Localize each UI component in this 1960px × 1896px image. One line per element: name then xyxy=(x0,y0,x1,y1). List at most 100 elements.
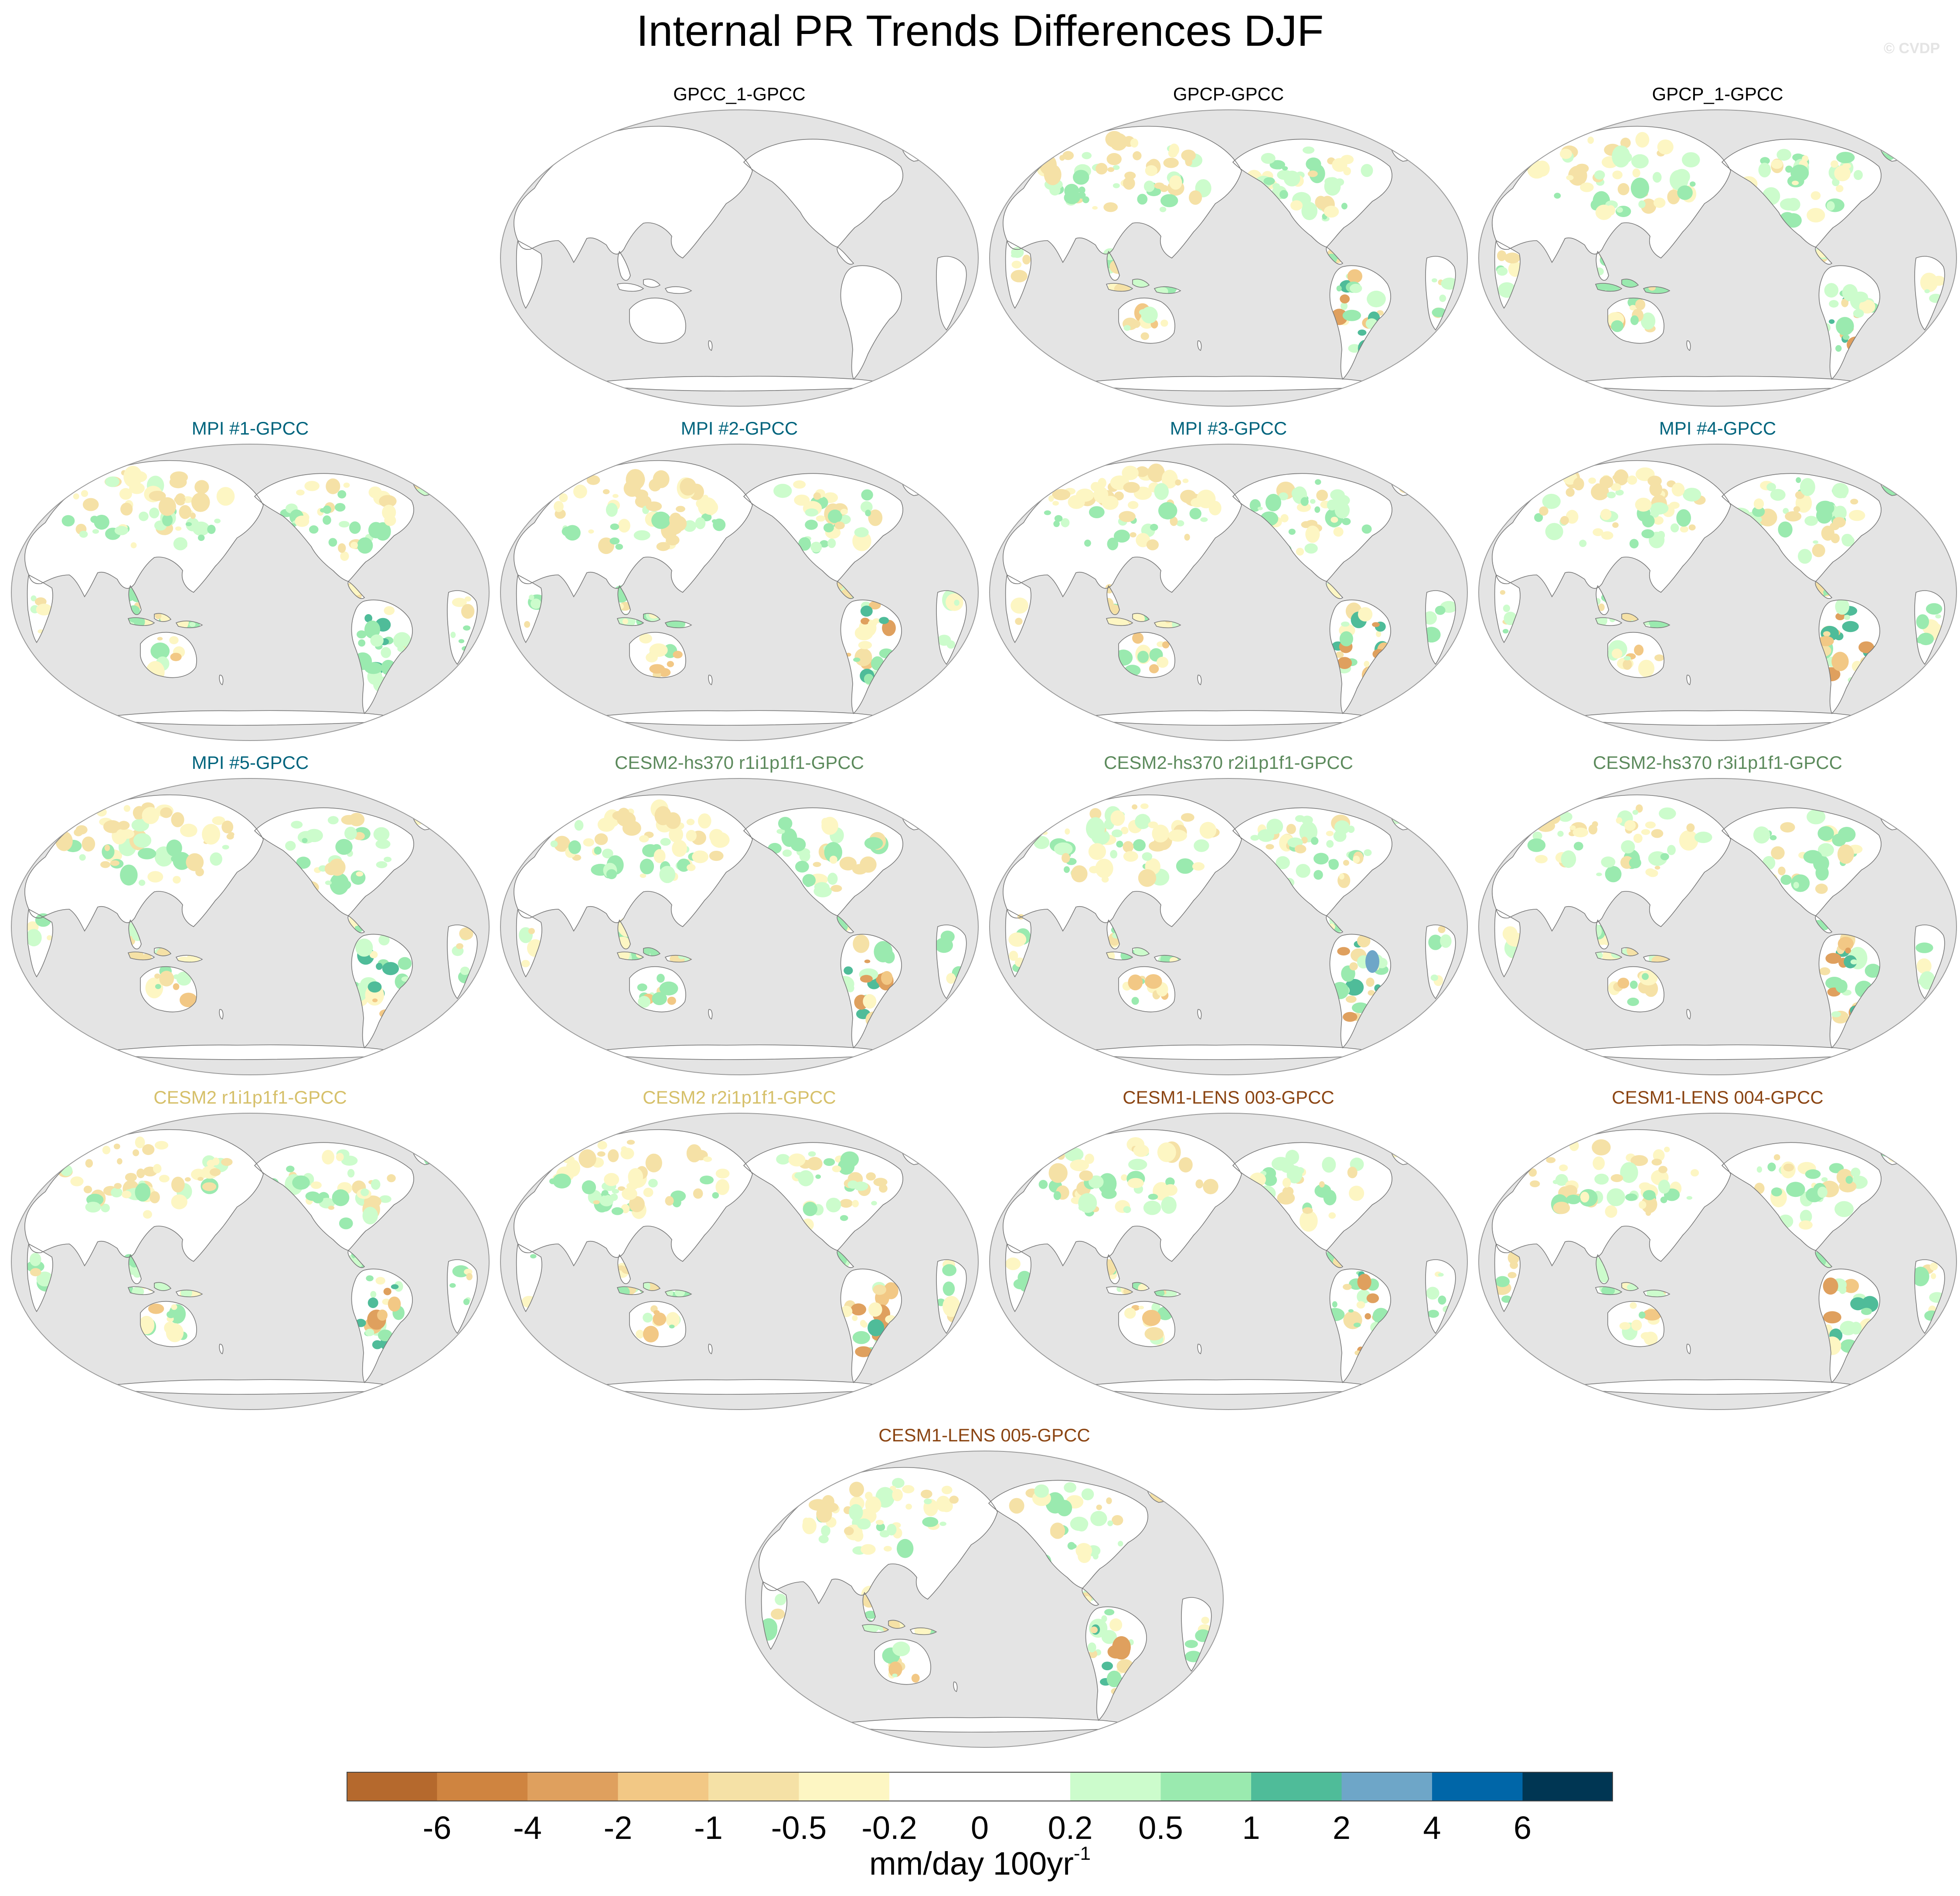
trend-cell xyxy=(566,1159,580,1177)
coastline xyxy=(909,1627,937,1635)
world-map xyxy=(989,778,1468,1075)
trend-cell xyxy=(1333,527,1344,537)
trend-cell xyxy=(137,836,149,848)
coastline xyxy=(1815,246,1833,265)
trend-cell xyxy=(1144,974,1162,989)
trend-cell xyxy=(291,821,303,829)
trend-cell xyxy=(712,1192,719,1199)
trend-cell xyxy=(618,519,630,533)
trend-cell xyxy=(1128,974,1143,991)
trend-cell xyxy=(1089,506,1105,518)
trend-cell xyxy=(1408,810,1419,819)
trend-cell xyxy=(1022,255,1031,265)
trend-cell xyxy=(322,1150,334,1165)
trend-cell xyxy=(695,517,706,530)
map-border xyxy=(989,109,1468,407)
trend-cell xyxy=(854,527,869,537)
trend-cell xyxy=(1161,469,1178,489)
coastline xyxy=(1425,256,1456,331)
trend-cell xyxy=(194,480,209,494)
trend-cell xyxy=(1138,869,1157,887)
trend-cell xyxy=(1660,853,1669,860)
trend-cell xyxy=(623,480,641,497)
trend-cell xyxy=(212,816,225,825)
trend-cell xyxy=(186,853,204,871)
trend-cell xyxy=(1842,284,1858,301)
trend-cell xyxy=(1262,1167,1276,1180)
trend-cell xyxy=(1316,489,1328,501)
trend-cell xyxy=(1107,167,1115,172)
trend-cell xyxy=(1652,172,1662,183)
coastline xyxy=(840,1268,902,1383)
world-map xyxy=(989,109,1468,407)
coastline xyxy=(664,955,692,963)
trend-cell xyxy=(861,618,870,625)
trend-cell xyxy=(1785,165,1793,173)
trend-cell xyxy=(1835,345,1842,352)
trend-cell xyxy=(1161,1196,1177,1214)
trend-cell xyxy=(452,1265,470,1278)
trend-cell xyxy=(305,1191,320,1201)
coastline xyxy=(1106,951,1133,961)
trend-cell xyxy=(417,475,428,483)
trend-cell xyxy=(1008,932,1027,947)
trend-cell xyxy=(700,1176,714,1185)
trend-cell xyxy=(1607,869,1622,878)
trend-cell xyxy=(1574,842,1583,851)
land-antarctica xyxy=(595,1045,905,1060)
trend-cell xyxy=(905,1504,912,1510)
coastline xyxy=(837,246,854,265)
trend-cell xyxy=(1438,1295,1446,1305)
colorbar-box xyxy=(1251,1772,1342,1801)
trend-cell xyxy=(1601,856,1616,868)
coastline xyxy=(743,473,903,582)
coastline xyxy=(1914,924,1945,999)
trend-cell xyxy=(310,1181,322,1189)
trend-cell xyxy=(943,1281,955,1296)
trend-cell xyxy=(1569,1140,1579,1151)
trend-cell xyxy=(1635,497,1652,512)
trend-cell xyxy=(355,938,373,957)
trend-cell xyxy=(606,869,617,880)
coastline xyxy=(1621,613,1639,622)
trend-cell xyxy=(858,641,872,649)
coastline xyxy=(1329,599,1391,714)
trend-cell xyxy=(915,468,932,483)
coastline xyxy=(1643,286,1671,294)
trend-cell xyxy=(364,614,372,622)
trend-cell xyxy=(30,1268,41,1277)
trend-cell xyxy=(597,1151,606,1157)
trend-cell xyxy=(698,813,711,829)
trend-cell xyxy=(1641,529,1654,538)
trend-cell xyxy=(666,535,680,546)
trend-cell xyxy=(909,805,926,824)
trend-cell xyxy=(387,1174,396,1182)
trend-cell xyxy=(667,996,676,1005)
trend-cell xyxy=(130,542,137,549)
trend-cell xyxy=(171,1194,187,1210)
trend-anomalies xyxy=(1492,1139,1945,1361)
coastline xyxy=(1596,1254,1609,1284)
trend-cell xyxy=(1364,661,1370,667)
trend-cell xyxy=(1612,170,1623,180)
trend-cell xyxy=(1898,808,1911,822)
trend-cell xyxy=(593,1200,600,1204)
trend-cell xyxy=(1798,549,1812,564)
trend-cell xyxy=(639,633,652,644)
trend-cell xyxy=(861,1544,876,1555)
coastline xyxy=(1686,675,1691,686)
trend-cell xyxy=(120,864,138,886)
trend-cell xyxy=(788,1153,806,1167)
trend-cell xyxy=(612,1189,619,1194)
trend-cell xyxy=(1326,840,1334,848)
trend-cell xyxy=(122,1190,132,1199)
trend-cell xyxy=(1257,829,1274,842)
trend-cell xyxy=(149,507,160,519)
trend-cell xyxy=(1089,808,1102,820)
trend-cell xyxy=(295,515,310,527)
land-eurasia xyxy=(514,126,752,262)
trend-cell xyxy=(391,1284,399,1289)
trend-cell xyxy=(1310,499,1316,504)
trend-cell xyxy=(1294,844,1307,853)
trend-cell xyxy=(1771,159,1783,169)
